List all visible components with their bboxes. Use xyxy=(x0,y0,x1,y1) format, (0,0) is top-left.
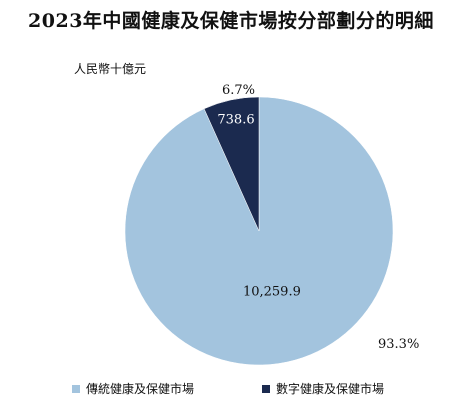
percent-label-traditional: 93.3% xyxy=(378,337,419,352)
percent-label-digital: 6.7% xyxy=(222,83,255,98)
legend-label-digital: 數字健康及保健市場 xyxy=(276,382,385,396)
slice-digital xyxy=(203,96,260,232)
unit-label: 人民幣十億元 xyxy=(74,62,147,76)
value-label-traditional: 10,259.9 xyxy=(243,284,301,299)
value-label-digital: 738.6 xyxy=(217,113,254,128)
legend-swatch-traditional xyxy=(72,384,80,393)
legend-item-digital: 數字健康及保健市場 xyxy=(262,380,384,397)
chart-title: 2023年中國健康及保健市場按分部劃分的明細 xyxy=(28,10,434,32)
legend-label-traditional: 傳統健康及保健市場 xyxy=(86,382,195,396)
legend-item-traditional: 傳統健康及保健市場 xyxy=(72,380,194,397)
chart-legend: 傳統健康及保健市場 數字健康及保健市場 xyxy=(0,380,462,400)
legend-swatch-digital xyxy=(262,384,270,393)
